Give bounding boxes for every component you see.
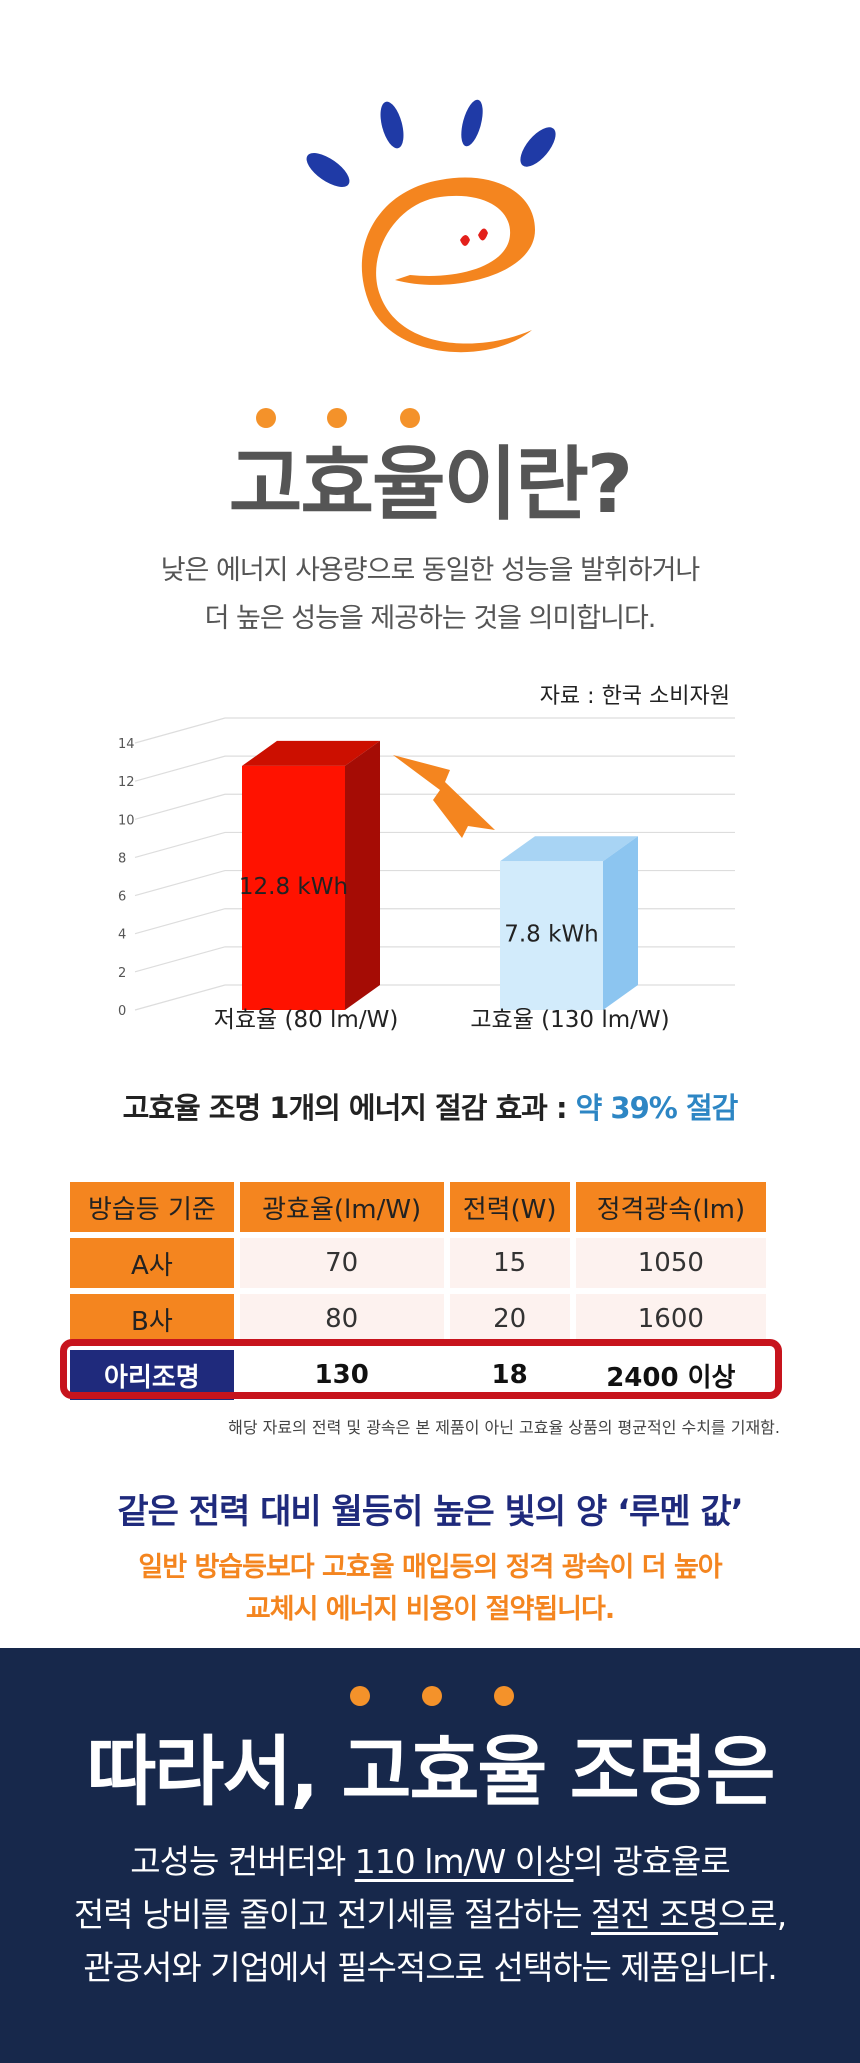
y-tick-label: 0 (118, 1004, 126, 1019)
table-cell: A사 (70, 1238, 234, 1288)
y-tick-label: 6 (118, 890, 126, 905)
bar-value-label: 7.8 kWh (504, 922, 599, 948)
table-header: 정격광속(lm) (575, 1182, 766, 1232)
orange-line-1: 일반 방습등보다 고효율 매입등의 정격 광속이 더 높아 (138, 1552, 722, 1583)
bottom-underlined: 절전 조명 (591, 1895, 719, 1934)
table-header: 방습등 기준 (70, 1182, 234, 1232)
y-tick-label: 8 (118, 851, 126, 866)
bar-low: 12.8 kWh (239, 740, 380, 1010)
bottom-title: 따라서, 고효율 조명은 (86, 1727, 775, 1816)
table-cell: 2400 이상 (575, 1350, 766, 1400)
bottom-section (0, 1648, 860, 2063)
y-tick-label: 2 (118, 966, 126, 981)
intro-line-1: 낮은 에너지 사용량으로 동일한 성능을 발휘하거나 (160, 555, 701, 586)
category-label-high: 고효율 (130 lm/W) (470, 1007, 669, 1033)
table-cell: 15 (449, 1238, 570, 1288)
y-tick-label: 10 (118, 813, 135, 828)
bottom-line-1: 고성능 컨버터와 110 lm/W 이상의 광효율로 (0, 1835, 860, 1883)
grid-line (134, 908, 735, 935)
table-cell: 1600 (575, 1294, 766, 1344)
lumen-subheading: 같은 전력 대비 월등히 높은 빛의 양 ‘루멘 값’ (117, 1492, 743, 1532)
page-title: 고효율이란? (228, 438, 633, 531)
bottom-text: 의 광효율로 (573, 1842, 730, 1881)
bottom-text: 고성능 컨버터와 (130, 1842, 355, 1881)
savings-highlight: 약 39% 절감 (575, 1091, 739, 1125)
y-tick-label: 4 (118, 928, 126, 943)
intro-line-2: 더 높은 성능을 제공하는 것을 의미합니다. (204, 603, 657, 634)
bar-value-label: 12.8 kWh (239, 874, 348, 900)
table-row: B사 80 20 1600 (70, 1294, 766, 1344)
bottom-underlined: 110 lm/W 이상 (354, 1842, 575, 1881)
bottom-line-3: 관공서와 기업에서 필수적으로 선택하는 제품입니다. (83, 1948, 777, 1987)
table-cell: 1050 (575, 1238, 766, 1288)
table-cell: 아리조명 (70, 1350, 234, 1400)
orange-line-2: 교체시 에너지 비용이 절약됩니다. (245, 1594, 615, 1625)
grid-line (134, 831, 735, 859)
grid-line (134, 793, 735, 820)
lightning-arrow-icon (393, 755, 495, 838)
bottom-line-2: 전력 낭비를 줄이고 전기세를 절감하는 절전 조명으로, (0, 1888, 860, 1936)
category-label-low: 저효율 (80 lm/W) (214, 1007, 399, 1033)
table-header-row: 방습등 기준 광효율(lm/W) 전력(W) 정격광속(lm) (70, 1182, 766, 1232)
table-row-highlight: 아리조명 130 18 2400 이상 (70, 1350, 766, 1400)
spec-table: 방습등 기준 광효율(lm/W) 전력(W) 정격광속(lm) A사 70 15… (64, 1176, 772, 1406)
energy-bar-chart: 0 2 4 6 8 10 12 14 12.8 kWh 7.8 kWh 자료 : 한국 소비자원… (118, 684, 735, 1033)
bottom-text: 전력 낭비를 줄이고 전기세를 절감하는 (73, 1895, 592, 1934)
bottom-text: 으로, (717, 1895, 787, 1934)
table-cell: 20 (449, 1294, 570, 1344)
grid-line (134, 717, 735, 744)
savings-line: 고효율 조명 1개의 에너지 절감 효과 : 약 39% 절감 (0, 1085, 860, 1127)
grid-line (134, 755, 735, 782)
y-tick-label: 12 (118, 775, 135, 790)
grid-line (134, 869, 735, 897)
table-cell: B사 (70, 1294, 234, 1344)
savings-prefix: 고효율 조명 1개의 에너지 절감 효과 : (122, 1091, 576, 1125)
table-row: A사 70 15 1050 (70, 1238, 766, 1288)
table-cell: 80 (239, 1294, 444, 1344)
table-cell: 130 (239, 1350, 444, 1400)
sun-logo-icon (306, 99, 556, 353)
table-header: 광효율(lm/W) (239, 1182, 444, 1232)
y-tick-label: 14 (118, 737, 135, 752)
highlight-frame (60, 1339, 782, 1399)
table-cell: 18 (449, 1350, 570, 1400)
table-header: 전력(W) (449, 1182, 570, 1232)
chart-source: 자료 : 한국 소비자원 (540, 684, 730, 709)
table-cell: 70 (239, 1238, 444, 1288)
grid-line (134, 946, 735, 973)
bar-high: 7.8 kWh (500, 836, 638, 1010)
table-note: 해당 자료의 전력 및 광속은 본 제품이 아닌 고효율 상품의 평균적인 수치… (228, 1418, 780, 1437)
